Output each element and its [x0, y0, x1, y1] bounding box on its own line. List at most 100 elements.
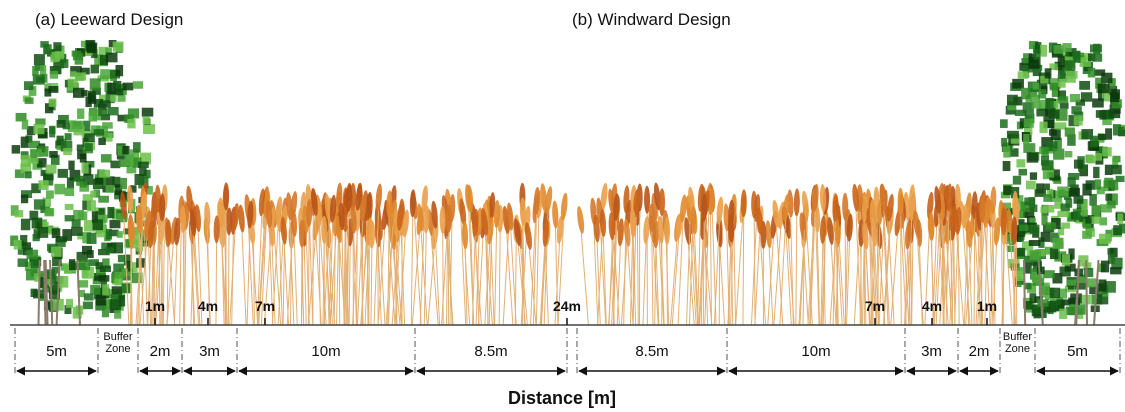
trunk [49, 259, 54, 326]
foliage [48, 98, 57, 107]
wheat-stalk [484, 225, 493, 326]
foliage [129, 149, 140, 158]
segment-label: 8.5m [474, 343, 508, 360]
foliage [109, 299, 121, 311]
wheat-ear [577, 205, 585, 234]
foliage [51, 246, 62, 257]
foliage [1075, 282, 1086, 290]
wheat-ear [772, 199, 780, 228]
foliage [1022, 102, 1034, 114]
wheat-ear [445, 204, 452, 233]
foliage [110, 95, 117, 102]
foliage [1068, 304, 1078, 316]
foliage [66, 177, 75, 189]
distance-marker: 4m [197, 298, 219, 314]
foliage [1073, 211, 1081, 221]
wheat-ear [226, 207, 233, 236]
wheat-ear [832, 193, 839, 222]
wheat-ear [613, 193, 620, 222]
foliage [101, 114, 111, 121]
foliage [123, 254, 131, 266]
wheat-stalk [252, 216, 255, 326]
foliage [118, 294, 126, 307]
foliage [1029, 224, 1040, 235]
foliage [82, 194, 93, 201]
foliage [1007, 101, 1017, 111]
wheat-stalk [807, 216, 815, 326]
wheat-stalk [767, 228, 775, 326]
foliage [1034, 189, 1047, 197]
foliage [117, 254, 125, 263]
foliage [89, 78, 101, 91]
wheat-stalk [904, 210, 913, 326]
foliage [84, 143, 93, 152]
wheat-stalk [197, 222, 203, 326]
wheat-ear [629, 207, 637, 236]
foliage [98, 275, 110, 282]
foliage [76, 144, 84, 151]
foliage [83, 133, 95, 142]
foliage [1088, 53, 1096, 62]
foliage [1064, 263, 1076, 272]
foliage [73, 125, 85, 136]
foliage [20, 194, 29, 204]
wheat-ear [658, 188, 665, 217]
foliage [111, 242, 124, 254]
wheat-stalk [636, 215, 639, 326]
foliage [1079, 80, 1091, 90]
foliage [1049, 287, 1061, 298]
foliage [1002, 161, 1011, 172]
foliage [1094, 179, 1102, 190]
foliage [107, 206, 115, 219]
wheat-ear [489, 192, 496, 221]
foliage [70, 66, 82, 77]
foliage [31, 183, 41, 194]
wheat-stalk [509, 220, 517, 326]
foliage [1038, 303, 1051, 313]
wheat-stalk [855, 201, 862, 326]
foliage [34, 64, 44, 71]
foliage [86, 232, 97, 244]
foliage [144, 169, 151, 179]
foliage [71, 120, 84, 130]
wheat-ear [329, 194, 337, 223]
wheat-stalk [656, 200, 665, 326]
foliage [37, 146, 49, 157]
foliage [1017, 195, 1024, 205]
trunk [37, 259, 41, 326]
foliage [1046, 168, 1055, 178]
foliage [30, 256, 41, 269]
foliage [78, 260, 91, 271]
wheat-ear [648, 203, 655, 232]
foliage [1041, 215, 1048, 226]
wheat-ear [1011, 216, 1018, 245]
foliage [55, 236, 68, 243]
foliage [115, 65, 124, 77]
wheat-ear [1000, 207, 1007, 236]
wheat-stalk [345, 201, 350, 326]
foliage [82, 200, 92, 210]
wheat-stalk [241, 222, 247, 326]
foliage [1098, 279, 1107, 292]
wheat-ear [128, 220, 136, 249]
segment-label: 5m [46, 343, 67, 360]
wheat-ear [593, 214, 600, 243]
wheat-stalk [167, 235, 176, 326]
wheat-ear [644, 185, 651, 214]
foliage [1022, 64, 1034, 73]
wheat-ear [819, 184, 827, 213]
wheat-stalk [229, 220, 237, 326]
foliage [73, 175, 85, 182]
foliage [77, 108, 85, 119]
foliage [1099, 110, 1107, 120]
foliage [1068, 187, 1080, 197]
wheat-stalk [557, 210, 565, 326]
foliage [1058, 78, 1066, 88]
wheat-stalk [313, 205, 322, 326]
wheat-stalk [227, 225, 230, 326]
wheat-stalk [804, 208, 813, 326]
foliage [1047, 188, 1054, 198]
foliage [1059, 71, 1066, 79]
wheat-ear [306, 199, 313, 228]
